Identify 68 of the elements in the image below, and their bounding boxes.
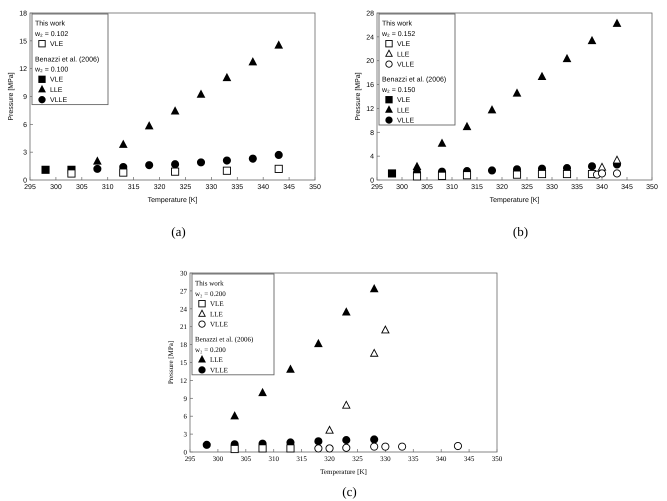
point [325,444,334,452]
text: (a) [171,224,186,239]
point [370,348,378,357]
point [562,170,572,178]
point [462,122,472,130]
point [370,284,378,292]
point [274,164,283,173]
point [171,106,180,114]
point [454,442,462,450]
point [171,168,180,176]
point [258,388,267,396]
point [342,436,350,444]
point [342,308,350,316]
point [222,73,231,82]
point [512,170,522,179]
point [342,444,350,452]
point [462,171,472,180]
point [612,169,622,178]
point [145,122,154,130]
point [488,106,496,114]
point [196,90,206,98]
point [588,162,596,170]
point [230,412,239,420]
text: (c) [342,484,357,499]
point [286,444,295,452]
point [314,437,322,446]
text: (b) [512,224,528,239]
point [171,160,180,168]
point [412,172,422,180]
point [438,139,446,147]
point [274,40,283,49]
point [258,444,267,452]
point [325,426,334,434]
point [93,156,102,165]
point [612,156,622,164]
point [248,58,257,66]
point [93,164,102,173]
point [381,442,390,451]
point [248,154,257,163]
point [196,158,206,166]
point [512,88,522,97]
point [41,166,50,174]
point [612,19,622,27]
point [119,140,128,148]
point [67,169,76,178]
point [538,72,546,80]
point [388,169,396,178]
point [342,400,350,409]
point [286,365,295,373]
point [314,339,322,348]
point [202,440,211,449]
point [488,166,496,175]
point [119,168,128,177]
point [314,444,322,452]
point [438,172,446,180]
point [222,156,231,165]
point [274,150,283,159]
point [370,435,378,444]
point [538,170,546,178]
point [562,54,572,62]
point [145,161,154,170]
point [381,326,390,334]
point [230,444,239,454]
point [598,169,606,178]
point [588,36,596,44]
point [398,442,406,451]
point [222,166,231,175]
point [370,442,378,451]
